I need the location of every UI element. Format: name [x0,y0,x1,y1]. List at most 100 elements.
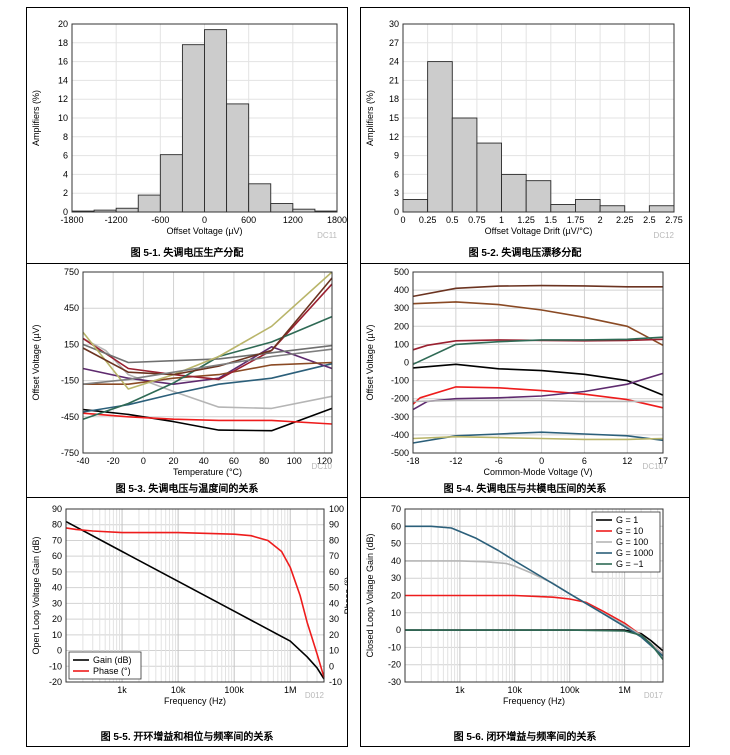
figure-id-label: DC11 [317,231,337,240]
histogram-bar [248,183,272,213]
y-tick-label: -20 [388,660,401,670]
y-tick-label: 0 [394,207,399,217]
legend-label: G = 100 [616,537,648,547]
x-tick-label: -12 [449,456,462,466]
y-tick-label: 750 [64,267,79,277]
y-tick-label: 0 [396,625,401,635]
x-tick-label: 1.75 [567,215,585,225]
series-line [412,301,664,347]
plot-frame [65,508,325,683]
y-tick-label: 50 [391,539,401,549]
y-tick-label: -500 [391,448,409,458]
y-tick-label: 16 [58,57,68,67]
figure-caption: 图 5-5. 开环增益和相位与频率间的关系 [100,732,274,743]
y-tick-label: 20 [52,614,62,624]
series-line [405,629,664,660]
legend-label: G = 1 [616,515,638,525]
y-tick-label-right: 70 [329,551,339,561]
y-tick-label: -200 [391,394,409,404]
y-tick-label: -100 [391,376,409,386]
y-axis-label: Offset Voltage (µV) [365,324,375,400]
y-tick-label: 20 [391,591,401,601]
plot-frame [402,23,675,213]
x-tick-label: 1800 [327,215,347,225]
y-tick-label: 27 [389,38,399,48]
x-tick-label: 0 [141,456,146,466]
y-tick-label: 40 [391,556,401,566]
series-line [405,525,664,657]
histogram-bar [137,194,161,213]
figure-caption: 图 5-1. 失调电压生产分配 [130,248,244,259]
x-tick-label: 0.75 [468,215,486,225]
x-tick-label: 1200 [283,215,303,225]
series-line [82,407,333,432]
y-tick-label: -10 [388,642,401,652]
x-tick-label: -600 [151,215,169,225]
figure-id-label: D017 [644,691,664,700]
y-tick-label: 8 [63,132,68,142]
y-tick-label: 21 [389,75,399,85]
x-tick-label: 12 [622,456,632,466]
y-tick-label: -150 [61,376,79,386]
histogram-bar [427,61,453,213]
y-tick-label-right: 10 [329,646,339,656]
y-tick-label: 20 [58,19,68,29]
plot-frame [404,508,664,683]
x-tick-label: 1.25 [517,215,535,225]
y-tick-label: 12 [58,94,68,104]
histogram-bar [402,199,429,213]
y-tick-label: 50 [52,567,62,577]
x-tick-label: -1200 [105,215,128,225]
x-axis-label: Frequency (Hz) [164,696,226,706]
series-line [412,284,663,298]
y-tick-label: -10 [49,661,62,671]
series-line [412,363,664,396]
y-tick-label-right: -10 [329,677,342,687]
series-line [82,337,333,410]
y-tick-label-right: 30 [329,614,339,624]
y-tick-label: 2 [63,188,68,198]
y-tick-label: 30 [52,598,62,608]
y-tick-label: -450 [61,412,79,422]
y-tick-label-right: 20 [329,630,339,640]
y-tick-label: 200 [394,321,409,331]
x-tick-label: 1k [455,685,465,695]
plot-frame [71,23,338,213]
x-tick-label: 6 [582,456,587,466]
histogram-bar [159,154,183,213]
y-tick-label: 10 [52,630,62,640]
histogram-bar [451,117,478,213]
series-line [412,399,663,403]
y-tick-label-right: 0 [329,661,334,671]
x-tick-label: 1.5 [545,215,558,225]
y-tick-label: 9 [394,151,399,161]
legend-label: G = −1 [616,559,644,569]
series-line [412,336,664,366]
y-tick-label-right: 100 [329,504,344,514]
x-axis-label: Frequency (Hz) [503,696,565,706]
y-axis-label: Open Loop Voltage Gain (dB) [31,536,41,654]
x-tick-label: 20 [169,456,179,466]
y-tick-label: 6 [394,169,399,179]
y-axis-label: Amplifiers (%) [31,90,41,146]
x-tick-label: 2 [598,215,603,225]
figure-caption: 图 5-3. 失调电压与温度间的关系 [115,484,259,495]
x-tick-label: -40 [76,456,89,466]
y-tick-label: 450 [64,303,79,313]
y-axis-label-right: Phase (°) [343,577,347,615]
x-tick-label: 0.25 [419,215,437,225]
figure-id-label: DC10 [643,462,664,471]
y-tick-label: 0 [63,207,68,217]
y-tick-label: 15 [389,113,399,123]
series-line [65,527,325,678]
closed-loop-gain-chart: -30 -20 -10 0 10 20 30 40 50 60 70 1k 10k 100k 1M Frequ… [365,504,664,706]
figure-caption: 图 5-4. 失调电压与共模电压间的关系 [443,484,607,495]
series-line [82,412,333,425]
legend-label: G = 10 [616,526,643,536]
x-tick-label: 2.75 [665,215,683,225]
y-tick-label-right: 60 [329,567,339,577]
x-tick-label: 0.5 [446,215,459,225]
y-tick-label: 18 [58,38,68,48]
series-line [82,346,333,385]
y-tick-label-right: 80 [329,535,339,545]
